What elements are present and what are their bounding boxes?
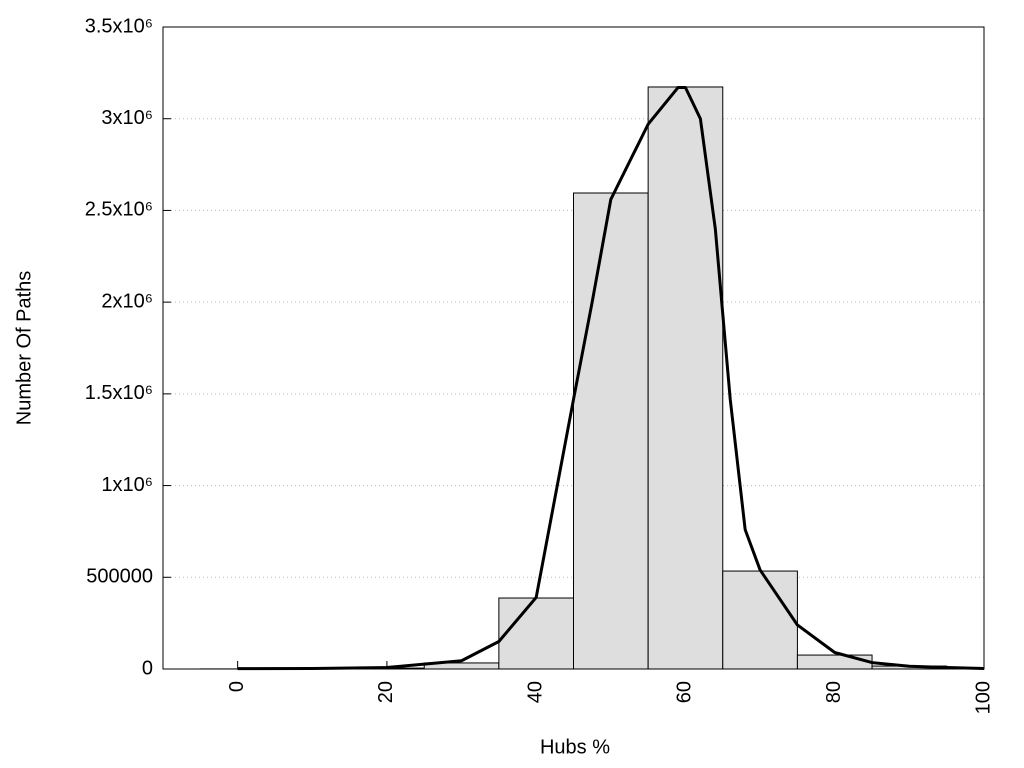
bar — [498, 597, 575, 670]
y-tick-label: 500000 — [86, 566, 153, 588]
x-tick-label: 0 — [226, 681, 248, 692]
x-tick-label: 20 — [375, 681, 397, 703]
bar — [573, 192, 649, 670]
y-tick-label: 1.5x10⁶ — [85, 382, 153, 404]
x-tick-label: 60 — [674, 681, 696, 703]
y-tick-label: 0 — [142, 657, 153, 679]
y-tick-label: 3x10⁶ — [101, 107, 153, 129]
x-tick-label: 80 — [823, 681, 845, 703]
bar — [796, 654, 873, 670]
plot-frame — [162, 26, 985, 670]
x-tick-label: 40 — [524, 681, 546, 703]
y-tick-label: 1x10⁶ — [101, 474, 153, 496]
curve — [237, 86, 985, 671]
x-tick-label: 100 — [972, 681, 994, 714]
y-tick-label: 2x10⁶ — [101, 290, 153, 312]
y-tick-label: 3.5x10⁶ — [85, 15, 153, 37]
bar — [722, 570, 798, 670]
y-axis-label: Number Of Paths — [13, 271, 35, 426]
y-tick-label: 2.5x10⁶ — [85, 199, 153, 221]
x-axis-label: Hubs % — [540, 736, 610, 758]
bar — [647, 86, 724, 670]
